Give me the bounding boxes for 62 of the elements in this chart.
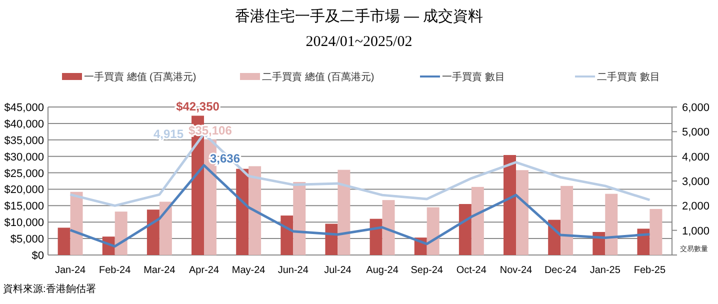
bar <box>58 228 70 255</box>
y-tick-label: $40,000 <box>4 118 44 130</box>
y-tick-label: $30,000 <box>4 151 44 164</box>
bar <box>114 212 128 255</box>
bar <box>548 220 561 255</box>
bar <box>325 224 338 255</box>
legend-label: 一手買賣 總值 (百萬港元) <box>84 71 196 83</box>
bar <box>471 186 484 255</box>
bar <box>248 166 262 255</box>
data-label: 4,915 <box>153 126 184 141</box>
y2-tick-label: 1,000 <box>682 225 710 238</box>
y-tick-label: $45,000 <box>4 102 44 114</box>
bar <box>338 170 350 255</box>
bar <box>236 168 249 255</box>
x-tick-label: Sep-24 <box>410 265 444 276</box>
x-tick-label: Oct-24 <box>456 265 487 276</box>
y2-tick-label: 2,000 <box>682 200 710 213</box>
bar <box>370 218 382 255</box>
y-tick-label: $5,000 <box>10 234 44 246</box>
y2-tick-label: 5,000 <box>682 126 710 139</box>
bar <box>159 202 172 255</box>
x-tick-label: Jan-24 <box>54 265 86 276</box>
y-tick-label: $25,000 <box>4 168 44 180</box>
bar <box>382 200 395 255</box>
x-tick-label: Apr-24 <box>188 265 220 276</box>
x-tick-label: Jul-24 <box>324 265 352 276</box>
bar <box>70 192 83 255</box>
chart-title: 香港住宅一手及二手市場 — 成交資料 <box>234 8 484 25</box>
y-tick-label: $10,000 <box>4 217 44 230</box>
x-tick-label: Mar-24 <box>144 265 176 276</box>
bar <box>637 228 650 255</box>
y2-tick-label: 3,000 <box>682 176 710 188</box>
bar <box>605 194 618 255</box>
bar <box>504 155 516 255</box>
bar <box>293 182 306 255</box>
legend-label: 二手買賣 數目 <box>597 71 660 83</box>
source-note: 資料來源:香港餉估署 <box>3 283 96 295</box>
y2-tick-label: 6,000 <box>682 102 710 114</box>
x-tick-label: Feb-25 <box>634 265 666 276</box>
y-tick-label: $20,000 <box>4 184 44 196</box>
x-tick-label: Feb-24 <box>99 265 132 276</box>
y-tick-label: $35,000 <box>4 134 44 147</box>
legend-label: 一手買賣 數目 <box>442 71 505 83</box>
x-tick-label: Dec-24 <box>544 265 578 276</box>
y2-tick-label: 4,000 <box>682 151 710 164</box>
bar <box>560 186 574 255</box>
x-tick-label: Jan-25 <box>590 265 621 276</box>
bar <box>650 208 662 255</box>
legend-label: 二手買賣 總值 (百萬港元) <box>262 71 374 83</box>
x-tick-label: May-24 <box>232 265 266 276</box>
bar <box>426 207 440 255</box>
bar <box>516 170 528 255</box>
bar <box>146 210 160 255</box>
chart-subtitle: 2024/01~2025/02 <box>306 34 412 50</box>
line-series <box>69 164 651 248</box>
x-tick-label: Nov-24 <box>500 265 533 276</box>
bar <box>280 216 294 255</box>
y-tick-label: $15,000 <box>4 200 44 213</box>
x-tick-label: Jun-24 <box>278 265 309 276</box>
x-tick-label: Aug-24 <box>366 265 399 276</box>
y-tick-label: $0 <box>32 250 44 262</box>
bar <box>458 204 472 255</box>
